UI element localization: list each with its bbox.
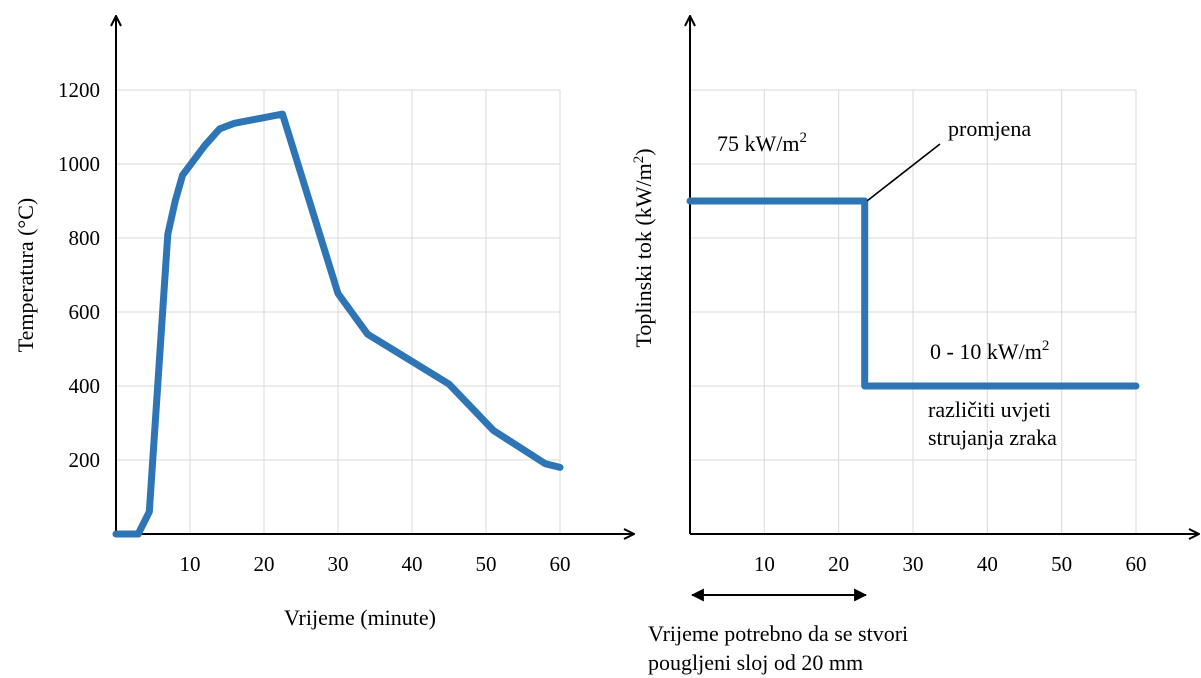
char-time-label-line2: pougljeni sloj od 20 mm — [648, 650, 863, 675]
temperature-x-tick-label: 60 — [550, 552, 571, 576]
air-flow-conditions-line2: strujanja zraka — [928, 425, 1057, 450]
heat-flux-chart-y-label: Toplinski tok (kW/m2) — [631, 148, 656, 347]
temperature-chart-y-label: Temperatura (°C) — [13, 198, 38, 352]
heat-flux-x-tick-label: 20 — [828, 552, 849, 576]
high-flux-label-text: 75 kW/m — [717, 131, 800, 156]
temperature-x-tick-label: 10 — [180, 552, 201, 576]
heat-flux-x-tick-label: 60 — [1126, 552, 1147, 576]
temperature-y-tick-label: 200 — [69, 448, 101, 472]
change-pointer-line — [866, 143, 941, 202]
high-flux-label-sup: 2 — [800, 130, 808, 146]
heat-flux-chart: 10 20 30 40 50 60 Toplinski tok (kW/m2) 75 kW… — [631, 16, 1199, 675]
temperature-x-tick-label: 40 — [402, 552, 423, 576]
heat-flux-x-tick-label: 30 — [903, 552, 924, 576]
temperature-y-tick-label: 1200 — [58, 78, 100, 102]
temperature-y-tick-label: 800 — [69, 226, 101, 250]
heat-flux-curve — [686, 197, 1140, 390]
temperature-chart-y-ticks: 200 400 600 800 1000 1200 — [58, 78, 100, 472]
heat-flux-chart-grid — [690, 89, 1137, 534]
temperature-y-tick-label: 1000 — [58, 152, 100, 176]
change-label: promjena — [948, 116, 1031, 141]
temperature-x-tick-label: 30 — [328, 552, 349, 576]
temperature-y-tick-label: 400 — [69, 374, 101, 398]
heat-flux-y-label-main: Toplinski tok (kW/m — [631, 163, 656, 347]
air-flow-conditions-line1: različiti uvjeti — [928, 397, 1051, 422]
temperature-chart-x-ticks: 10 20 30 40 50 60 — [180, 552, 571, 576]
heat-flux-x-tick-label: 40 — [977, 552, 998, 576]
temperature-curve — [112, 110, 564, 538]
temperature-y-tick-label: 600 — [69, 300, 101, 324]
heat-flux-x-tick-label: 10 — [754, 552, 775, 576]
temperature-chart-x-label: Vrijeme (minute) — [284, 605, 436, 630]
low-flux-label-sup: 2 — [1042, 338, 1050, 354]
low-flux-label-text: 0 - 10 kW/m — [930, 339, 1042, 364]
temperature-x-tick-label: 20 — [254, 552, 275, 576]
heat-flux-y-label-sup: 2 — [631, 156, 647, 164]
char-time-label-line1: Vrijeme potrebno da se stvori — [648, 621, 908, 646]
temperature-chart: 10 20 30 40 50 60 200 400 600 800 1000 1200 Vrijem… — [13, 16, 634, 630]
heat-flux-chart-x-ticks: 10 20 30 40 50 60 — [754, 552, 1147, 576]
high-flux-label: 75 kW/m2 — [717, 130, 807, 156]
temperature-chart-grid — [116, 89, 561, 534]
heat-flux-x-tick-label: 50 — [1051, 552, 1072, 576]
heat-flux-y-label-close: ) — [631, 148, 656, 155]
low-flux-label: 0 - 10 kW/m2 — [930, 338, 1049, 364]
temperature-x-tick-label: 50 — [476, 552, 497, 576]
